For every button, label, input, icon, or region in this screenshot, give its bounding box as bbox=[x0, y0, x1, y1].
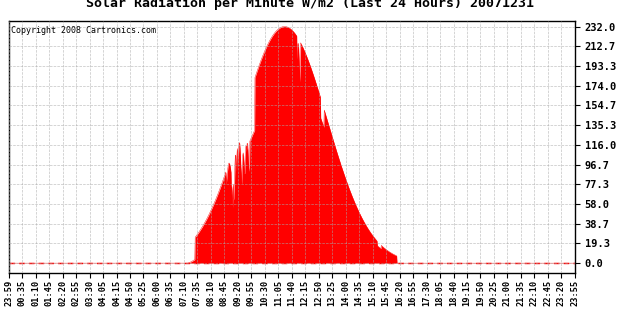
Text: Solar Radiation per Minute W/m2 (Last 24 Hours) 20071231: Solar Radiation per Minute W/m2 (Last 24… bbox=[86, 0, 534, 10]
Text: Copyright 2008 Cartronics.com: Copyright 2008 Cartronics.com bbox=[12, 26, 156, 35]
